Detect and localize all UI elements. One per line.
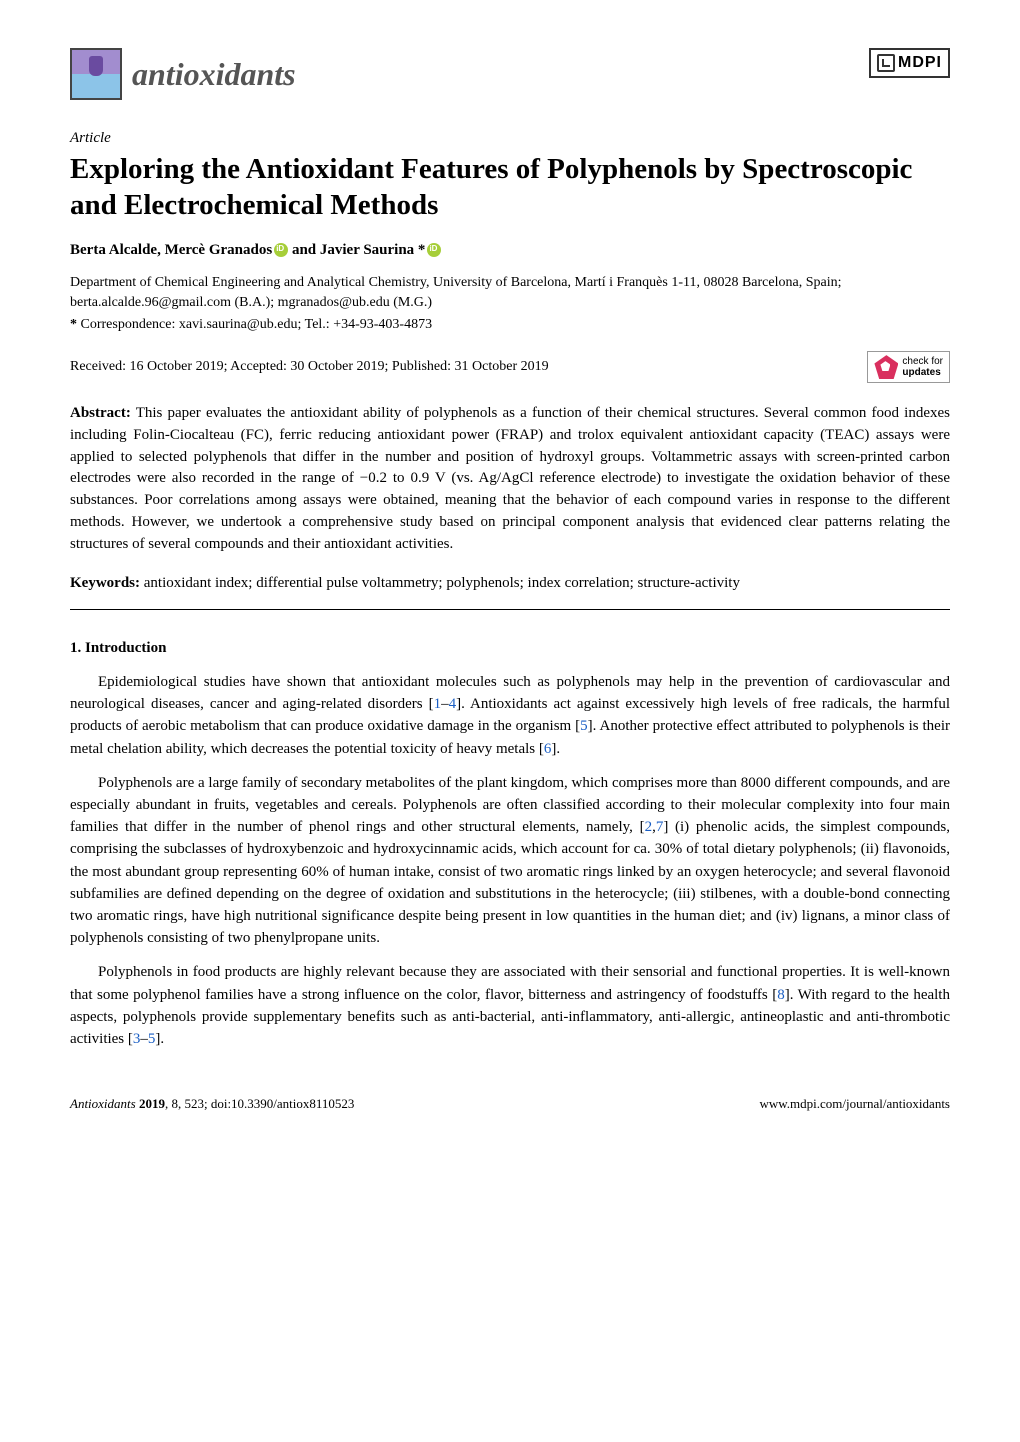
check-updates-label: check for updates: [902, 356, 943, 378]
intro-paragraph-2: Polyphenols are a large family of second…: [70, 772, 950, 950]
author-list: Berta Alcalde, Mercè Granados and Javier…: [70, 242, 950, 259]
footer-year: 2019: [139, 1096, 165, 1111]
dates-row: Received: 16 October 2019; Accepted: 30 …: [70, 351, 950, 383]
section-heading: 1. Introduction: [70, 640, 950, 657]
ref-link[interactable]: 2: [645, 819, 653, 835]
article-type-label: Article: [70, 130, 950, 147]
mdpi-icon: [877, 54, 895, 72]
p1-text-d: ].: [551, 741, 560, 757]
article-title: Exploring the Antioxidant Features of Po…: [70, 151, 950, 224]
publication-dates: Received: 16 October 2019; Accepted: 30 …: [70, 359, 549, 375]
page-footer: Antioxidants 2019, 8, 523; doi:10.3390/a…: [70, 1090, 950, 1112]
ref-link[interactable]: 5: [580, 718, 588, 734]
keywords-label: Keywords:: [70, 575, 140, 591]
authors-text-1: Berta Alcalde, Mercè Granados: [70, 242, 272, 258]
check-updates-bottom: updates: [902, 367, 940, 378]
check-updates-badge[interactable]: check for updates: [867, 351, 950, 383]
separator-rule: [70, 609, 950, 610]
p3-text-c: ].: [155, 1031, 164, 1047]
intro-paragraph-3: Polyphenols in food products are highly …: [70, 961, 950, 1050]
authors-text-2: and Javier Saurina *: [288, 242, 425, 258]
journal-logo: antioxidants: [70, 48, 296, 100]
check-updates-top: check for: [902, 356, 943, 367]
p2-text-b: ] (i) phenolic acids, the simplest compo…: [70, 819, 950, 946]
footer-url: www.mdpi.com/journal/antioxidants: [759, 1096, 950, 1112]
orcid-icon[interactable]: [427, 243, 441, 257]
footer-citation: Antioxidants 2019, 8, 523; doi:10.3390/a…: [70, 1096, 354, 1112]
affiliation: Department of Chemical Engineering and A…: [70, 273, 950, 314]
publisher-name: MDPI: [898, 54, 942, 72]
journal-name: antioxidants: [132, 56, 296, 93]
keywords: Keywords: antioxidant index; differentia…: [70, 573, 950, 595]
correspondence: * Correspondence: xavi.saurina@ub.edu; T…: [70, 317, 950, 333]
correspondence-text: Correspondence: xavi.saurina@ub.edu; Tel…: [81, 317, 433, 332]
abstract-label: Abstract:: [70, 405, 131, 421]
keywords-text: antioxidant index; differential pulse vo…: [140, 575, 740, 591]
ref-link[interactable]: 8: [777, 987, 785, 1003]
abstract: Abstract: This paper evaluates the antio…: [70, 403, 950, 555]
header-row: antioxidants MDPI: [70, 48, 950, 100]
intro-paragraph-1: Epidemiological studies have shown that …: [70, 671, 950, 760]
footer-journal: Antioxidants: [70, 1096, 139, 1111]
publisher-logo: MDPI: [869, 48, 950, 78]
ref-dash: –: [140, 1031, 148, 1047]
ref-dash: –: [441, 696, 449, 712]
ref-link[interactable]: 1: [434, 696, 442, 712]
journal-icon: [70, 48, 122, 100]
check-updates-icon: [874, 355, 898, 379]
correspondence-marker: *: [70, 317, 77, 332]
orcid-icon[interactable]: [274, 243, 288, 257]
ref-link[interactable]: 4: [449, 696, 457, 712]
footer-doi: , 8, 523; doi:10.3390/antiox8110523: [165, 1096, 354, 1111]
abstract-text: This paper evaluates the antioxidant abi…: [70, 405, 950, 552]
